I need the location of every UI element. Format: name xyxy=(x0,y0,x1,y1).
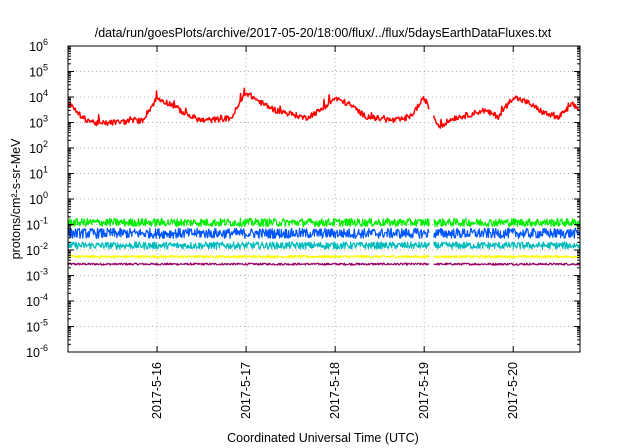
y-tick-label: 10-4 xyxy=(26,292,48,309)
y-axis-label: protons/cm²-s-sr-MeV xyxy=(9,138,23,260)
series-line-4 xyxy=(67,254,581,259)
y-axis-title: protons/cm²-s-sr-MeV xyxy=(9,138,23,260)
y-tick-label: 106 xyxy=(29,37,48,54)
y-tick-label: 100 xyxy=(29,190,48,207)
y-tick-label: 104 xyxy=(29,88,48,105)
x-axis-title: Coordinated Universal Time (UTC) xyxy=(227,431,419,445)
x-tick-label: 2017-5-16 xyxy=(150,362,164,419)
y-tick-label: 10-3 xyxy=(26,267,48,284)
ticks: 10-6 10-5 10-4 10-3 10-2 10-1 100 101 102 103 104 1… xyxy=(26,37,580,419)
y-tick-label: 10-1 xyxy=(26,216,48,233)
x-tick-label: 2017-5-20 xyxy=(506,362,520,419)
series-line-2 xyxy=(67,227,581,239)
series-layer xyxy=(67,87,581,266)
chart-title: /data/run/goesPlots/archive/2017-05-20/1… xyxy=(95,26,552,40)
x-tick-label: 2017-5-18 xyxy=(328,362,342,419)
y-tick-label: 102 xyxy=(29,139,48,156)
y-tick-label: 10-5 xyxy=(26,318,48,335)
series-line-0 xyxy=(67,87,581,129)
x-tick-label: 2017-5-17 xyxy=(239,362,253,419)
x-tick-label: 2017-5-19 xyxy=(417,362,431,419)
series-line-3 xyxy=(67,241,581,250)
series-line-5 xyxy=(67,262,581,266)
y-tick-label: 105 xyxy=(29,63,48,80)
y-tick-label: 103 xyxy=(29,114,48,131)
y-tick-label: 10-2 xyxy=(26,241,48,258)
series-line-1 xyxy=(67,217,581,228)
y-tick-label: 101 xyxy=(29,165,48,182)
grid-lines xyxy=(68,46,580,352)
y-tick-label: 10-6 xyxy=(26,343,48,360)
